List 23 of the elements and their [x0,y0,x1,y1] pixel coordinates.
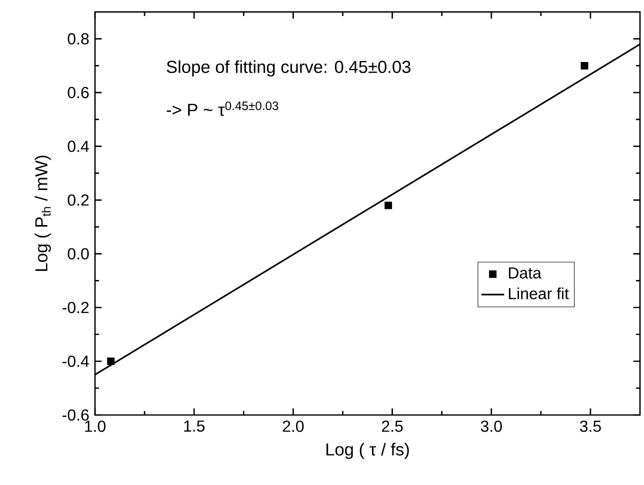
y-tick-label: 0.2 [68,194,89,206]
point [580,62,588,70]
x-tick-label: 1.0 [85,420,106,432]
legend-label: Linear fit [508,288,569,300]
annotation: -> P ~ τ$^{0.45±0.03}$ [166,101,278,116]
x-tick-label: 3.5 [580,420,601,432]
y-tick-label: 0.0 [68,248,89,260]
x-tick-label: 2.0 [282,420,304,432]
x-tick-label: 1.5 [184,420,205,432]
y-tick-label: -0.4 [62,356,89,367]
y-tick-label: -0.2 [62,302,89,314]
annotation: Slope of fitting curve: 0.45±0.03 [166,60,410,76]
y-tick-label: 0.8 [68,33,89,44]
y-tick-label: 0.4 [68,140,89,152]
y-tick-label: -0.6 [62,409,89,421]
point [384,202,392,210]
legend-label: Data [508,267,542,279]
x-tick-label: 3.0 [480,420,502,432]
x-tick-label: 2.5 [382,420,403,432]
y-tick-label: 0.6 [68,86,89,98]
point [107,358,115,365]
x-axis-title: Log ( τ / fs) [326,442,409,459]
y-axis-title: Log ( P$_{th}$ / mW) [34,156,51,271]
